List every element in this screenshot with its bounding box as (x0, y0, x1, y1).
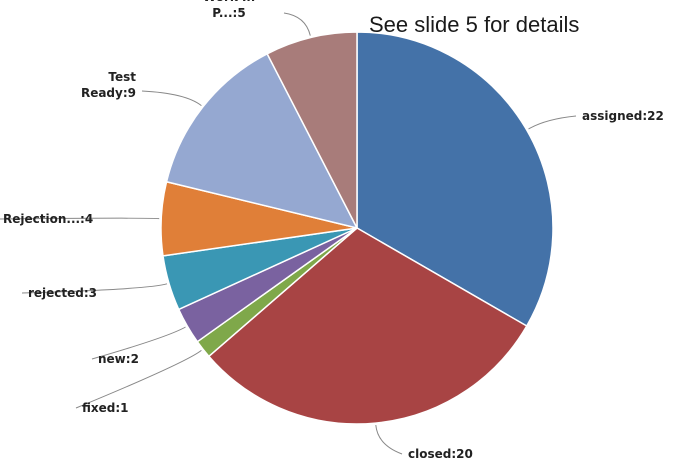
slice-label: rejected:3 (28, 286, 97, 300)
pie-slice-assigned (356, 31, 554, 328)
slice-label: fixed:1 (82, 401, 129, 415)
pie-slice-work-in-p (266, 31, 358, 229)
leader-line (0, 217, 160, 220)
slice-label: Work InP...:5 (203, 0, 255, 20)
slice-label: assigned:22 (582, 109, 664, 123)
pie-slice-test-ready (165, 52, 359, 230)
leader-line (91, 326, 186, 360)
leader-line (375, 425, 403, 455)
leader-line (21, 283, 168, 294)
leader-line (528, 115, 577, 130)
slice-label: Test Ready:9 (81, 70, 136, 100)
slice-label: new:2 (98, 352, 139, 366)
slice-label: closed:20 (408, 447, 473, 461)
leader-line (141, 90, 202, 106)
pie-slice-closed (207, 227, 528, 425)
leader-line (283, 12, 311, 36)
slice-label: Rejection...:4 (3, 212, 93, 226)
slide-note: See slide 5 for details (369, 12, 580, 37)
leader-line (75, 350, 202, 409)
